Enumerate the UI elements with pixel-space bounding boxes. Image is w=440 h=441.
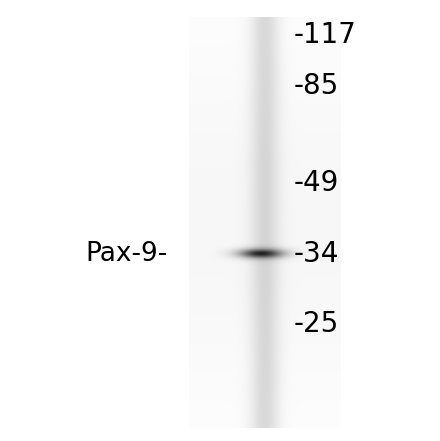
Text: -49: -49 xyxy=(294,169,339,197)
Text: -85: -85 xyxy=(294,72,339,100)
Text: -34: -34 xyxy=(294,239,339,268)
Text: Pax-9-: Pax-9- xyxy=(85,241,167,266)
Text: -25: -25 xyxy=(294,310,339,338)
Text: -117: -117 xyxy=(294,21,357,49)
